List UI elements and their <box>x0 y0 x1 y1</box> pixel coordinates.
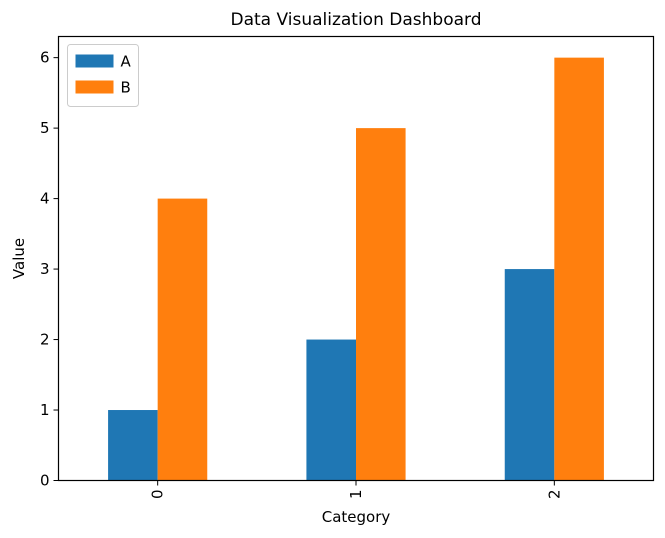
legend: AB <box>67 44 139 107</box>
bar-A-0 <box>108 410 158 481</box>
bar-B-2 <box>554 57 604 481</box>
y-tick-label: 3 <box>40 260 50 278</box>
x-tick-label: 1 <box>347 490 365 500</box>
bar-A-1 <box>306 339 356 481</box>
legend-swatch-A <box>75 54 114 68</box>
y-tick-label: 0 <box>40 472 50 490</box>
bar-B-0 <box>157 198 208 481</box>
y-tick-label: 2 <box>40 331 50 349</box>
y-tick-label: 6 <box>40 49 50 67</box>
x-tick-label: 0 <box>149 490 167 500</box>
y-tick-label: 1 <box>40 401 50 419</box>
bar-A-2 <box>504 269 555 481</box>
legend-label-A: A <box>121 53 132 71</box>
legend-swatch-B <box>75 80 114 94</box>
x-tick-label: 2 <box>545 490 563 500</box>
y-tick-label: 4 <box>40 190 50 208</box>
legend-label-B: B <box>121 79 131 97</box>
chart-title: Data Visualization Dashboard <box>230 10 481 30</box>
y-axis-label: Value <box>10 238 28 279</box>
plot-area: 0 1 2 3 4 5 6 0 1 2 <box>40 35 655 500</box>
bar-B-1 <box>356 128 406 481</box>
x-axis-label: Category <box>322 508 391 526</box>
y-tick-label: 5 <box>40 119 50 137</box>
